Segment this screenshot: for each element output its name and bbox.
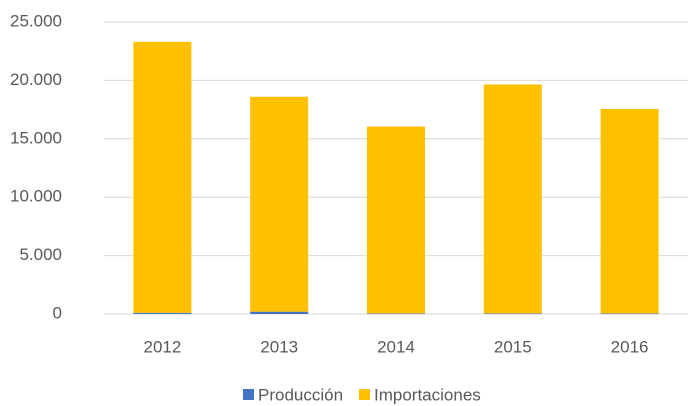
x-tick-label: 2015 — [494, 337, 532, 356]
legend-swatch — [359, 389, 370, 400]
x-tick-label: 2012 — [143, 337, 181, 356]
bar — [367, 126, 425, 314]
bar — [483, 84, 542, 314]
bar — [133, 41, 192, 313]
bar — [367, 313, 425, 314]
bar — [600, 313, 659, 314]
y-tick-label: 0 — [53, 303, 62, 322]
y-tick-label: 5.000 — [19, 245, 62, 264]
legend-label: Producción — [258, 385, 343, 404]
legend-label: Importaciones — [374, 385, 481, 404]
bar — [600, 109, 659, 314]
x-tick-label: 2013 — [260, 337, 298, 356]
bar — [250, 311, 309, 314]
y-tick-label: 25.000 — [10, 11, 62, 30]
bar — [133, 312, 192, 314]
x-tick-label: 2014 — [377, 337, 415, 356]
y-tick-label: 20.000 — [10, 70, 62, 89]
legend-swatch — [243, 389, 254, 400]
x-tick-label: 2016 — [611, 337, 649, 356]
bar — [483, 313, 542, 314]
y-tick-label: 15.000 — [10, 128, 62, 147]
bar — [250, 96, 309, 312]
y-tick-label: 10.000 — [10, 187, 62, 206]
